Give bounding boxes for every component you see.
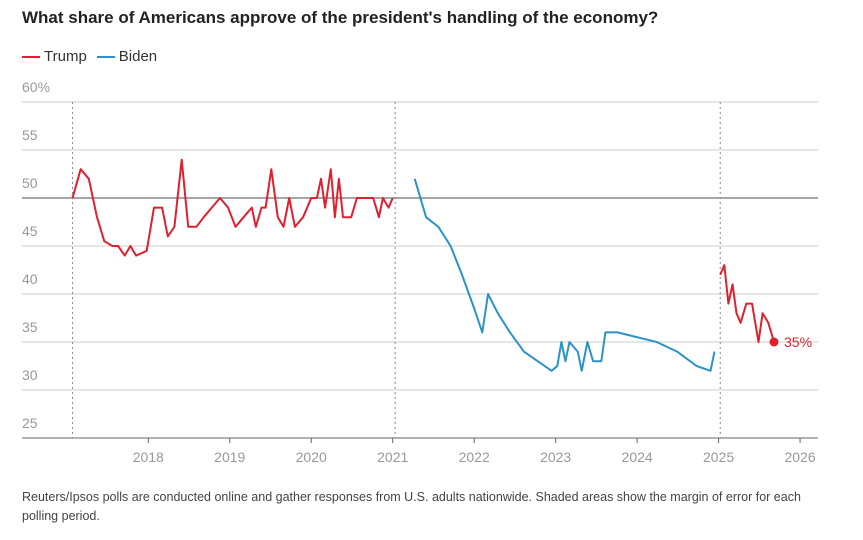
legend-label: Biden	[118, 48, 158, 65]
y-tick-label: 25	[22, 415, 38, 431]
series-line	[413, 178, 716, 372]
x-tick-label: 2026	[784, 449, 815, 465]
legend-swatch	[96, 55, 115, 58]
x-tick-label: 2020	[296, 449, 327, 465]
y-tick-label: 35	[22, 319, 38, 335]
x-tick-label: 2019	[214, 449, 245, 465]
series-line	[71, 158, 775, 343]
y-tick-label: 30	[22, 367, 38, 383]
chart: 25 30 35 40 45 50 55 60% 2018 2019 2020 2021 2022 202…	[22, 79, 818, 465]
legend-item: Trump	[22, 48, 87, 65]
end-point	[769, 337, 779, 347]
y-tick-label: 55	[22, 127, 38, 143]
chart-title: What share of Americans approve of the p…	[22, 8, 659, 27]
x-tick-label: 2023	[540, 449, 571, 465]
x-tick-label: 2024	[622, 449, 653, 465]
legend: Trump Biden	[22, 48, 157, 65]
y-tick-label: 40	[22, 271, 38, 287]
legend-item: Biden	[96, 48, 158, 65]
legend-label: Trump	[44, 48, 87, 65]
y-tick-label: 45	[22, 223, 38, 239]
x-tick-label: 2022	[459, 449, 490, 465]
x-tick-label: 2025	[703, 449, 734, 465]
y-tick-label: 60%	[22, 79, 50, 95]
value-label: 35%	[784, 334, 812, 350]
y-tick-label: 50	[22, 175, 38, 191]
x-tick-label: 2018	[133, 449, 164, 465]
x-tick-label: 2021	[377, 449, 408, 465]
footnote: Reuters/Ipsos polls are conducted online…	[22, 490, 801, 523]
legend-swatch	[22, 55, 40, 58]
